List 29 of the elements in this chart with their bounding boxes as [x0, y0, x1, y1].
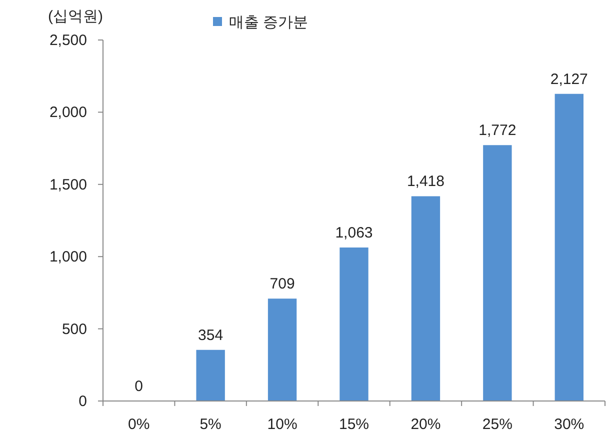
bar — [196, 350, 225, 401]
bar — [483, 145, 512, 401]
y-tick-label: 1,500 — [49, 176, 87, 194]
data-label: 1,772 — [478, 122, 516, 140]
bar — [340, 248, 368, 401]
data-label: 1,418 — [406, 173, 444, 190]
x-tick-label: 0% — [128, 416, 150, 432]
x-tick-label: 10% — [267, 416, 298, 432]
legend: 매출 증가분 — [213, 14, 308, 31]
x-tick-label: 30% — [554, 416, 584, 432]
legend-label: 매출 증가분 — [229, 14, 308, 31]
data-label: 2,127 — [550, 70, 588, 88]
x-tick-label: 20% — [410, 416, 441, 432]
bar — [268, 298, 297, 401]
data-label: 0 — [134, 378, 144, 395]
y-tick-label: 2,000 — [49, 104, 87, 122]
x-tick-label: 25% — [482, 416, 512, 432]
y-tick-label: 0 — [78, 393, 87, 410]
bar — [411, 196, 440, 401]
data-label: 709 — [270, 276, 295, 293]
y-axis-title: (십억원) — [48, 8, 103, 25]
y-tick-label: 2,500 — [49, 32, 87, 49]
x-tick-label: 5% — [200, 416, 222, 432]
y-tick-label: 500 — [62, 320, 87, 338]
y-tick-label: 1,000 — [49, 248, 87, 266]
data-label: 1,063 — [335, 224, 373, 242]
bar — [554, 94, 584, 401]
data-label: 354 — [198, 326, 224, 344]
x-tick-label: 15% — [338, 416, 370, 432]
